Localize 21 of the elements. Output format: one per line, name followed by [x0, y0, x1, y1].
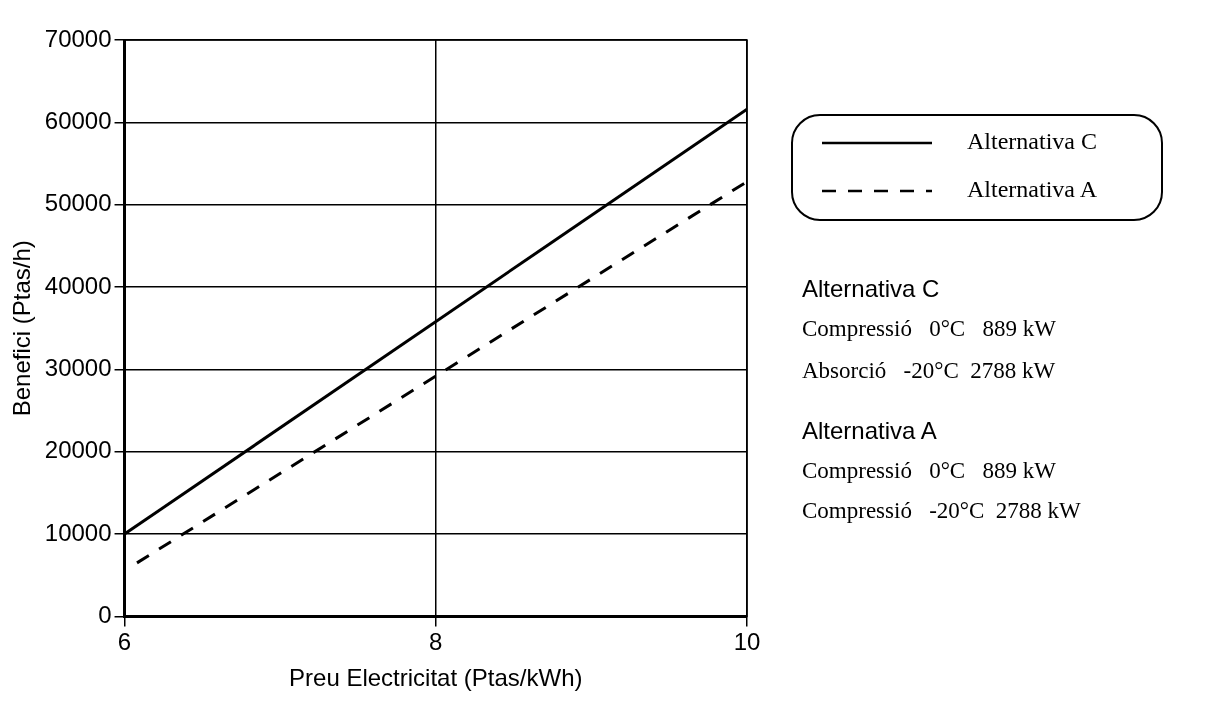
y-axis-title: Benefici (Ptas/h)	[8, 240, 36, 417]
text: Alternativa C	[802, 274, 940, 302]
legend-label: Alternativa A	[967, 176, 1098, 203]
y-tick-label: 30000	[44, 354, 112, 381]
y-tick-label: 50000	[44, 189, 112, 217]
x-tick-label: 8	[429, 628, 443, 656]
x-axis-title: Preu Electricitat (Ptas/kWh)	[289, 664, 583, 692]
y-tick-label: 40000	[44, 271, 112, 299]
text: Compressió 0°C 889 kW	[802, 316, 1057, 342]
y-tick-label: 0	[98, 601, 112, 629]
x-tick-label: 6	[117, 628, 132, 656]
y-tick-label: 60000	[44, 106, 112, 134]
y-tick-label: 20000	[44, 436, 112, 464]
y-tick-label: 10000	[44, 518, 112, 546]
text: Compressió 0°C 889 kW	[802, 458, 1057, 484]
x-tick-label: 10	[733, 628, 761, 656]
text: Alternativa A	[802, 416, 937, 444]
text: Absorció -20°C 2788 kW	[802, 358, 1056, 384]
legend-label: Alternativa C	[967, 128, 1097, 155]
text: Compressió -20°C 2788 kW	[802, 498, 1082, 524]
y-tick-label: 70000	[44, 24, 112, 52]
